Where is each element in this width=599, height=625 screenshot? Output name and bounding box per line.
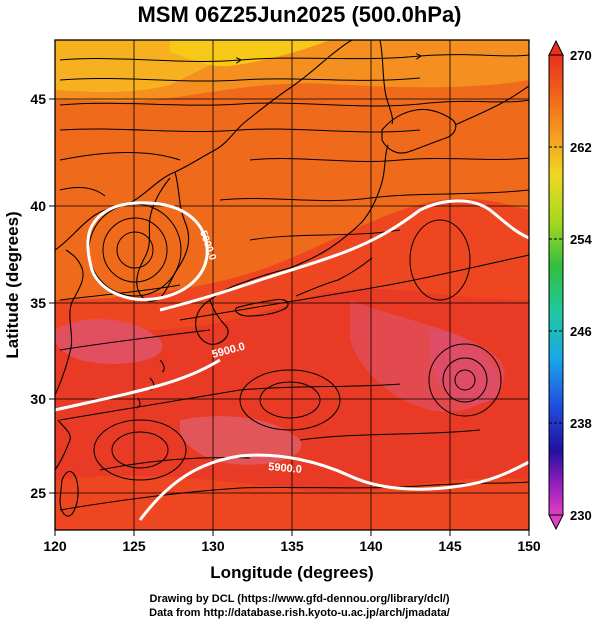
x-tick-label: 125: [122, 538, 146, 554]
x-tick-label: 120: [43, 538, 67, 554]
y-tick-label: 45: [30, 91, 46, 107]
credits: Drawing by DCL (https://www.gfd-dennou.o…: [0, 592, 599, 620]
y-tick-label: 30: [30, 391, 46, 407]
x-tick-label: 135: [280, 538, 304, 554]
height-contours: [55, 199, 529, 521]
map-title: MSM 06Z25Jun2025 (500.0hPa): [137, 2, 462, 27]
colorbar-tick-label: 238: [570, 416, 592, 431]
colorbar-tick-label: 254: [570, 232, 592, 247]
colorbar: 270 262 254 246 238 230: [548, 39, 592, 531]
x-tick-label: 150: [517, 538, 541, 554]
colorbar-tick-label: 246: [570, 324, 592, 339]
y-tick-label: 35: [30, 295, 46, 311]
x-tick-label: 140: [359, 538, 383, 554]
streamlines: [59, 55, 529, 511]
y-tick-label: 40: [30, 198, 46, 214]
credit-drawing: Drawing by DCL (https://www.gfd-dennou.o…: [149, 593, 450, 605]
colorbar-max-arrow: [548, 39, 564, 56]
x-axis-label: Longitude (degrees): [210, 563, 373, 582]
colorbar-scale: [548, 54, 564, 516]
colorbar-tick-label: 262: [570, 140, 592, 155]
y-tick-label: 25: [30, 485, 46, 501]
x-tick-label: 145: [438, 538, 462, 554]
credit-data-source: Data from http://database.rish.kyoto-u.a…: [149, 607, 450, 619]
colorbar-tick-label: 230: [570, 508, 592, 523]
colorbar-min-arrow: [548, 514, 564, 531]
contour-label: 5900.0: [268, 461, 303, 476]
colorbar-tick-label: 270: [570, 48, 592, 63]
y-axis-label: Latitude (degrees): [3, 211, 22, 358]
x-tick-label: 130: [201, 538, 225, 554]
grid: [55, 40, 529, 530]
axis-ticks: [49, 98, 530, 536]
